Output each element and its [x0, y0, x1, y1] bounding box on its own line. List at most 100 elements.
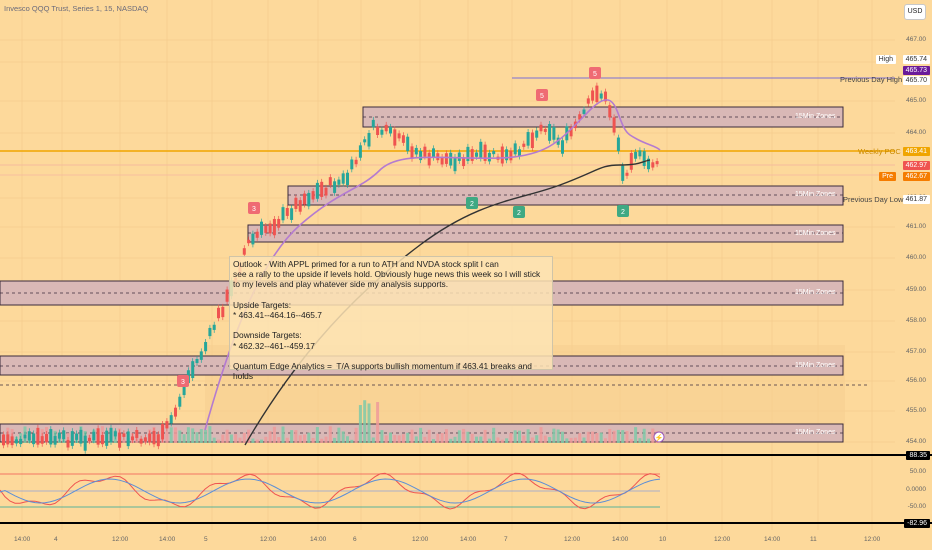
candle [75, 433, 79, 440]
lightning-icon[interactable] [653, 431, 665, 443]
volume-bar [346, 436, 349, 443]
candle [337, 179, 341, 185]
candle [634, 151, 638, 159]
volume-bar [595, 432, 599, 443]
candle [483, 144, 487, 161]
candle [23, 434, 27, 439]
candle [212, 324, 216, 330]
candle [105, 430, 109, 446]
volume-bar [522, 435, 526, 443]
volume-bar [221, 434, 225, 443]
volume-bar [251, 438, 255, 443]
candle [363, 139, 367, 143]
time-tick: 12:00 [112, 536, 129, 543]
candle [346, 172, 349, 185]
candle [311, 191, 315, 200]
candle [535, 130, 539, 138]
high-label: High [875, 55, 896, 64]
volume-bar [234, 434, 238, 443]
oscillator-line-slow [0, 478, 661, 504]
candle [178, 396, 182, 407]
candle [2, 434, 5, 446]
candle [19, 438, 23, 445]
volume-bar [621, 430, 625, 443]
candle [599, 93, 603, 99]
time-tick: 12:00 [564, 536, 581, 543]
candle [191, 361, 195, 379]
candle [406, 136, 410, 152]
osc-tick: 50.00 [909, 468, 926, 475]
weekly-poc-tag: 463.41 [902, 147, 930, 156]
volume-bar [324, 436, 328, 443]
prev-day-high-tag: 465.70 [902, 76, 930, 85]
candle [647, 158, 650, 170]
time-tick: 6 [353, 536, 357, 543]
svg-text:3: 3 [181, 379, 185, 386]
candle [328, 177, 332, 186]
candle [255, 231, 259, 238]
candle [333, 181, 337, 193]
pre-label: Pre [879, 172, 896, 181]
candle [307, 192, 311, 207]
candle [135, 429, 139, 438]
volume-bar [212, 437, 216, 443]
volume-bar [526, 429, 530, 443]
candle [401, 135, 405, 143]
candle [384, 124, 388, 132]
candle [651, 162, 655, 168]
candle [281, 207, 285, 221]
time-tick: 14:00 [14, 536, 31, 543]
volume-bar [496, 437, 500, 443]
buy-signal-marker [617, 205, 629, 217]
high-value-tag: 465.74 [902, 55, 930, 64]
candle [414, 147, 418, 155]
candle [161, 424, 165, 440]
volume-bar [642, 428, 646, 443]
volume-bar [410, 429, 414, 443]
candle [432, 148, 435, 158]
volume-bar [208, 426, 212, 443]
volume-bar [363, 400, 367, 443]
volume-bar [281, 426, 285, 443]
currency-button[interactable]: USD [904, 4, 926, 20]
candle [113, 431, 117, 437]
volume-bar [423, 436, 427, 443]
candle [612, 117, 616, 133]
candle [616, 137, 620, 152]
price-tick: 461.00 [906, 223, 926, 230]
zone-label: 15Min Zones [795, 191, 836, 198]
time-tick: 7 [504, 536, 508, 543]
volume-bar [303, 434, 306, 443]
volume-bar [509, 433, 513, 443]
volume-bar [204, 429, 208, 443]
volume-bar [191, 428, 195, 443]
candle [578, 114, 582, 120]
candle [358, 145, 362, 158]
prev-day-high-label: Previous Day High [840, 75, 903, 84]
candle [582, 109, 586, 114]
volume-bar [384, 435, 388, 443]
volume-bar [573, 437, 577, 443]
volume-bar [440, 433, 444, 443]
analysis-note[interactable]: Outlook - With APPL primed for a run to … [229, 256, 553, 381]
candle [199, 351, 203, 360]
volume-bar [578, 433, 582, 443]
time-tick: 14:00 [460, 536, 477, 543]
volume-bar [561, 431, 564, 443]
price-tag: 462.97 [902, 161, 930, 170]
price-tick: 459.00 [906, 286, 926, 293]
prev-day-low-label: Previous Day Low [843, 195, 904, 204]
volume-bar [599, 432, 603, 443]
candle [96, 428, 100, 445]
volume-bar [272, 426, 276, 443]
volume-bar [186, 427, 190, 443]
candle [122, 433, 126, 437]
zone-label: 15Min Zones [795, 289, 836, 296]
svg-text:2: 2 [517, 210, 521, 217]
price-tick: 467.00 [906, 36, 926, 43]
volume-bar [479, 436, 483, 443]
candle [629, 152, 633, 170]
candle [487, 152, 491, 162]
candle [92, 431, 96, 441]
time-tick: 14:00 [612, 536, 629, 543]
